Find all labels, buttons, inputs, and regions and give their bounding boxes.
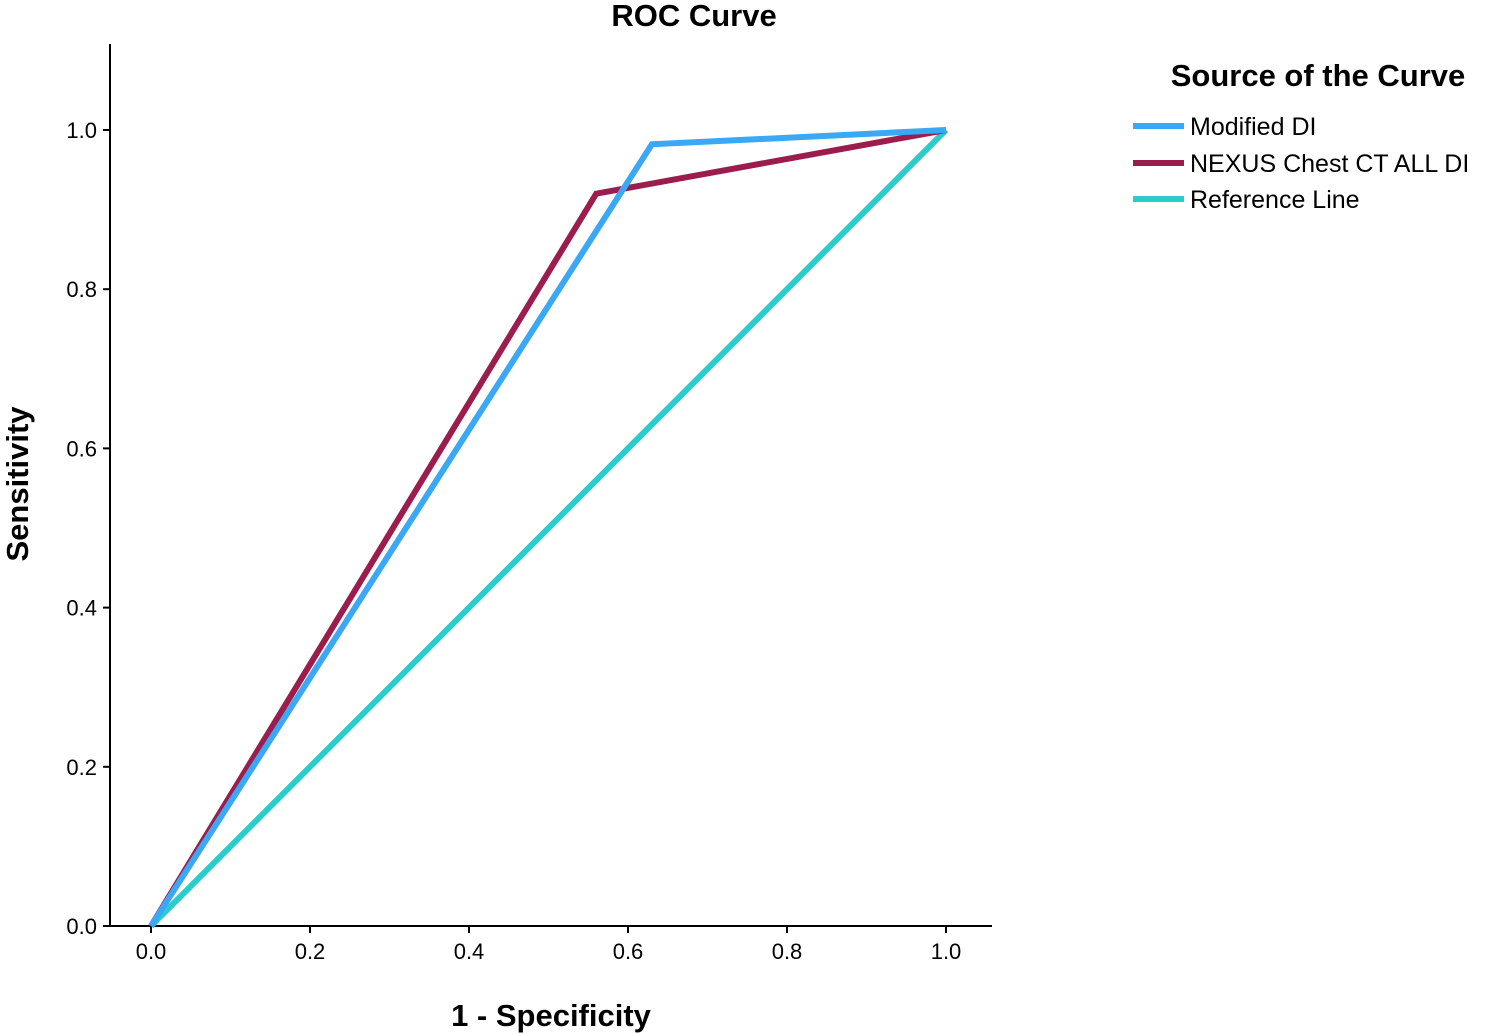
y-ticks: 0.0 0.2 0.4 0.6 0.8 1.0 [66, 118, 110, 939]
legend-label-reference-line: Reference Line [1190, 186, 1360, 214]
x-tick-label: 0.6 [613, 939, 644, 964]
x-axis-title: 1 - Specificity [451, 998, 652, 1033]
x-tick-label: 0.8 [772, 939, 803, 964]
legend: Source of the Curve Modified DI NEXUS Che… [1133, 58, 1469, 214]
legend-label-modified-di: Modified DI [1190, 113, 1316, 141]
y-tick-label: 0.2 [66, 755, 97, 780]
y-tick-label: 0.6 [66, 436, 97, 461]
x-tick-label: 0.4 [454, 939, 485, 964]
y-axis-title: Sensitivity [0, 406, 35, 562]
legend-label-nexus-chest-ct-all-di: NEXUS Chest CT ALL DI [1190, 150, 1469, 178]
series-lines [148, 127, 949, 929]
y-tick-label: 1.0 [66, 118, 97, 143]
series-line-reference-line [148, 127, 949, 929]
x-ticks: 0.0 0.2 0.4 0.6 0.8 1.0 [136, 926, 962, 964]
y-tick-label: 0.0 [66, 914, 97, 939]
plot-area: 0.0 0.2 0.4 0.6 0.8 1.0 0.0 0.2 0.4 0.6 0.8 1.0 [66, 44, 992, 964]
x-tick-label: 0.2 [295, 939, 326, 964]
x-tick-label: 0.0 [136, 939, 167, 964]
legend-items: Modified DI NEXUS Chest CT ALL DI Referenc… [1133, 113, 1469, 214]
x-tick-label: 1.0 [931, 939, 962, 964]
legend-title: Source of the Curve [1171, 58, 1466, 93]
chart-title: ROC Curve [611, 0, 776, 33]
y-tick-label: 0.8 [66, 277, 97, 302]
series-line-modified-di [148, 127, 947, 928]
series-line-nexus-chest-ct-all-di [148, 127, 947, 928]
y-tick-label: 0.4 [66, 596, 97, 621]
